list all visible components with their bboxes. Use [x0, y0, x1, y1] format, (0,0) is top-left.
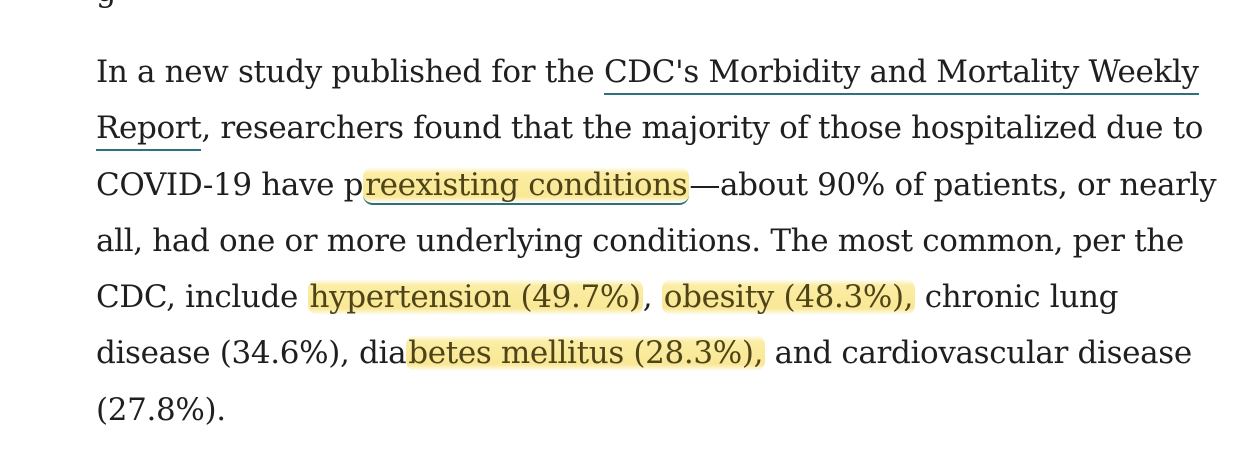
previous-paragraph-fragment: g — [96, 0, 116, 10]
highlight-diabetes: betes mellitus (28.3%), — [406, 335, 766, 372]
highlight-obesity: obesity (48.3%), — [661, 279, 916, 316]
highlight-hypertension: hypertension (49.7%) — [307, 279, 643, 316]
text-segment: and cardiovascular disease (27.8%). — [96, 335, 1192, 428]
text-segment: chronic lung disease (34.6%), dia — [96, 279, 1119, 372]
text-segment: , — [642, 279, 662, 316]
text-segment: , researchers found that the majority of… — [96, 110, 1204, 203]
article-paragraph: In a new study published for the CDC's M… — [96, 44, 1221, 438]
preexisting-conditions-link[interactable]: reexisting conditions — [363, 166, 690, 205]
mmwr-report-link[interactable]: CDC's Morbidity and Mortality Weekly Rep… — [96, 54, 1199, 152]
text-segment: —about 90% of patients, or nearly all, h… — [96, 166, 1217, 316]
text-segment: In a new study published for the — [96, 54, 604, 90]
